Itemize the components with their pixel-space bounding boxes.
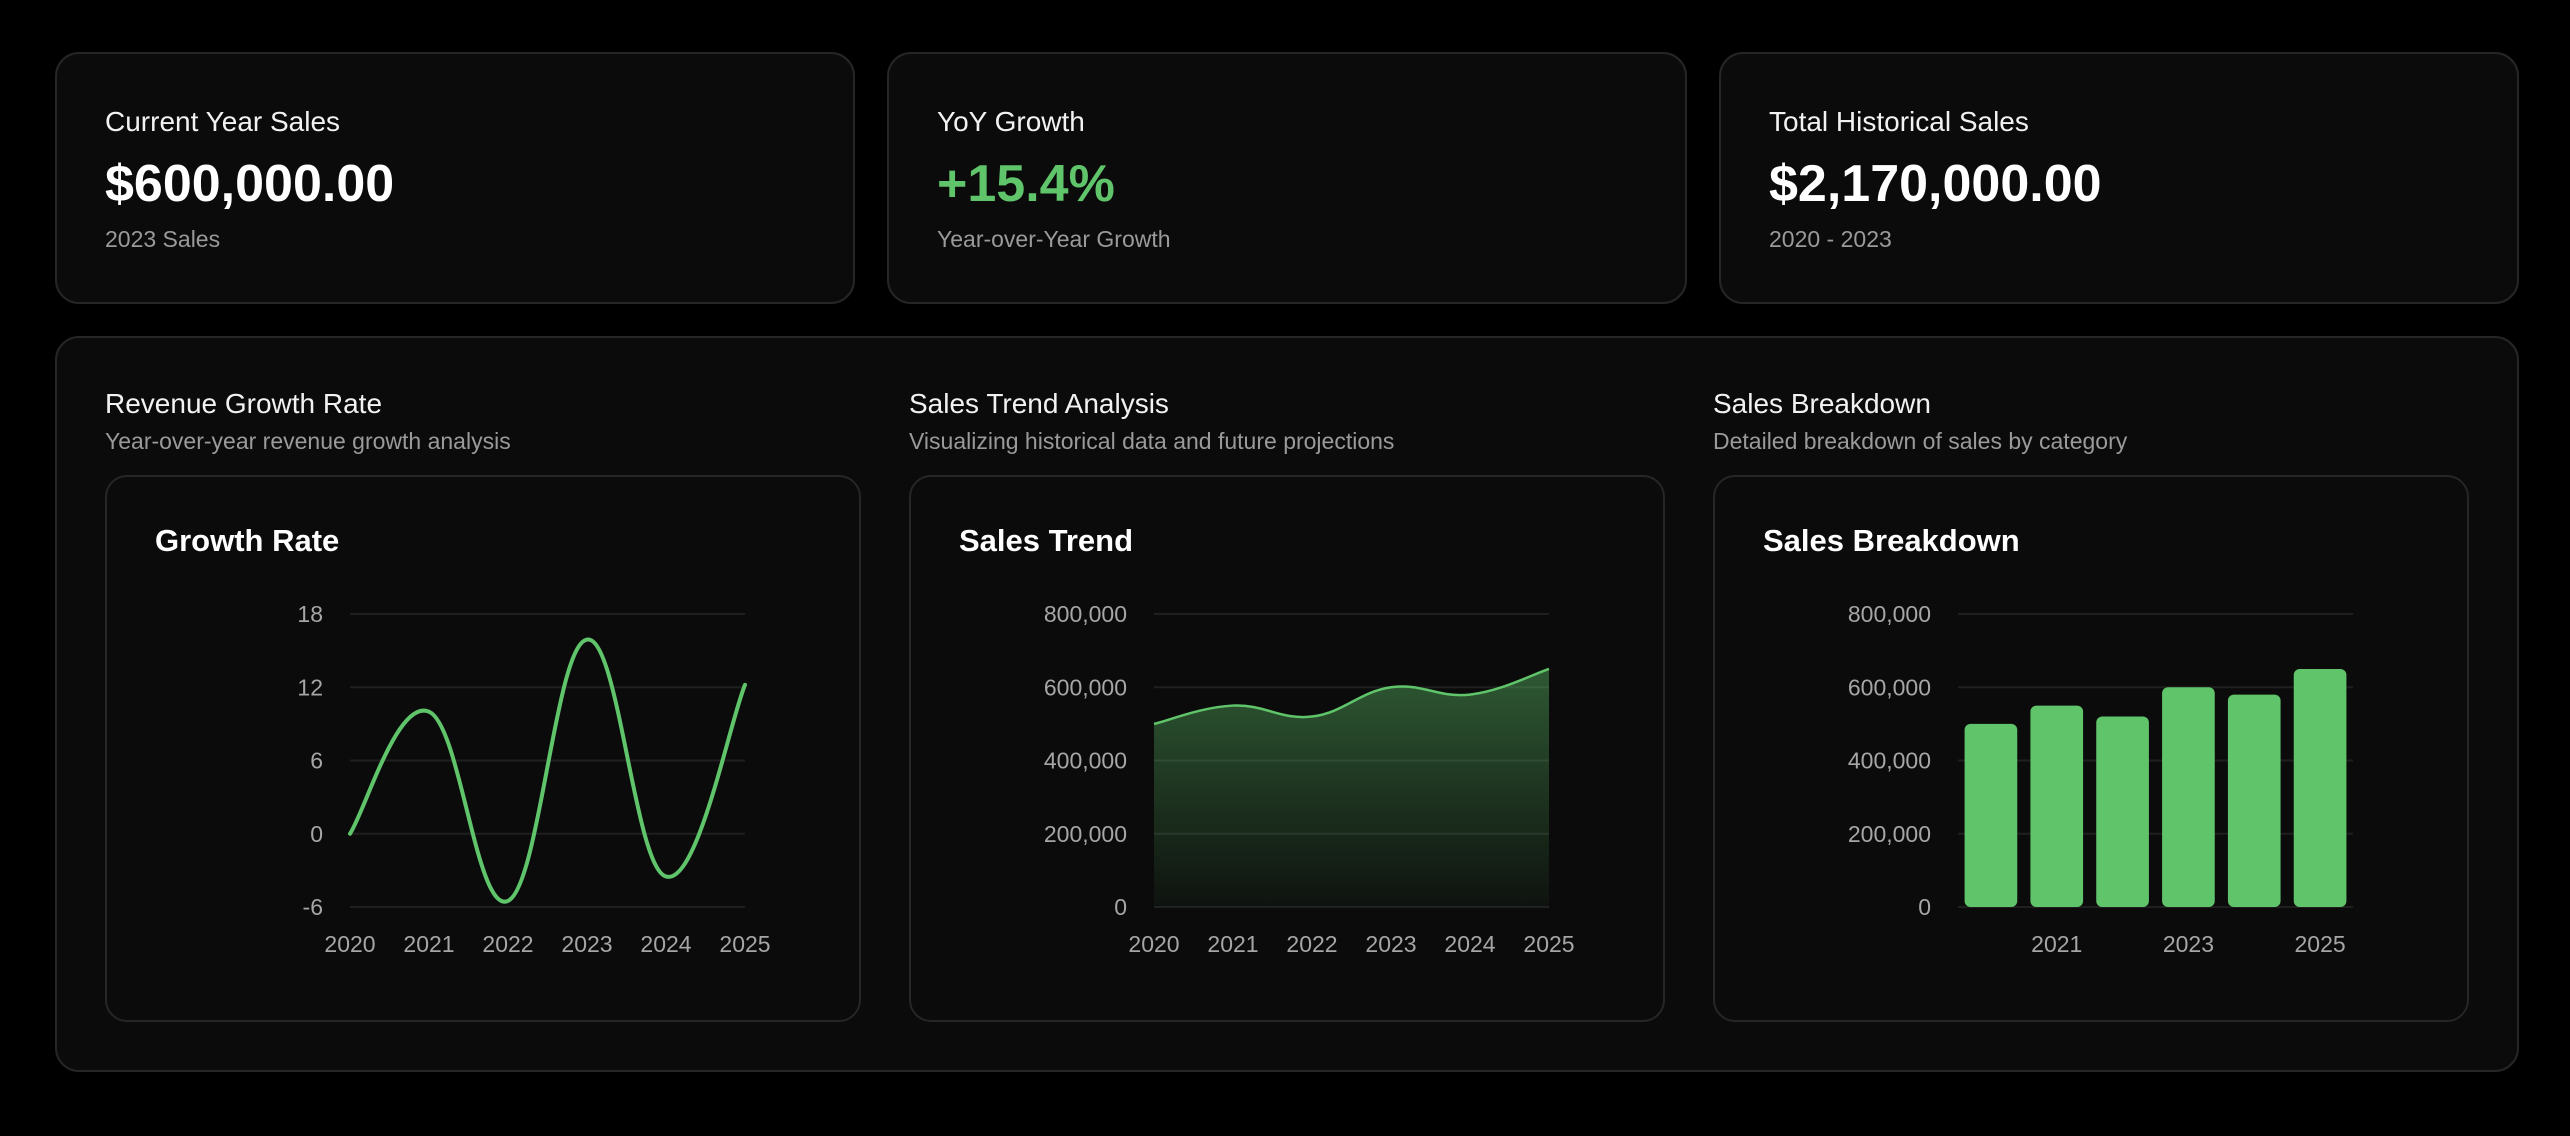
x-tick-label: 2022 <box>482 931 533 957</box>
bar-2020 <box>1964 723 2018 907</box>
x-tick-label: 2022 <box>1286 931 1337 957</box>
x-tick-label: 2020 <box>1128 931 1179 957</box>
stat-subtext: 2020 - 2023 <box>1769 226 1892 252</box>
bar-2023 <box>2162 687 2215 907</box>
y-tick-label: 6 <box>310 748 323 774</box>
section-subtitle-sales-breakdown: Detailed breakdown of sales by category <box>1713 428 2128 454</box>
section-subtitle-revenue-growth: Year-over-year revenue growth analysis <box>105 428 511 454</box>
stat-value: $600,000.00 <box>105 155 395 213</box>
x-tick-label: 2023 <box>2163 931 2214 957</box>
bar-2025 <box>2293 668 2347 907</box>
bar-2024 <box>2227 694 2281 907</box>
y-tick-label: 600,000 <box>1044 674 1127 700</box>
sales-breakdown-chart-card: Sales Breakdown 800,000 600,000 400,000 200… <box>1713 475 2469 1022</box>
sales-trend-chart-card: Sales Trend 800,000 600,000 400,000 200,000… <box>909 475 1665 1022</box>
y-tick-label: 18 <box>297 601 323 627</box>
y-tick-label: 400,000 <box>1044 748 1127 774</box>
section-title-sales-breakdown: Sales Breakdown <box>1713 388 1931 419</box>
y-tick-label: -6 <box>303 894 323 920</box>
x-tick-label: 2024 <box>1444 931 1495 957</box>
x-tick-label: 2020 <box>324 931 375 957</box>
y-tick-label: 400,000 <box>1848 748 1931 774</box>
stat-value: $2,170,000.00 <box>1769 155 2102 213</box>
x-tick-label: 2023 <box>561 931 612 957</box>
chart-title: Sales Breakdown <box>1763 523 2020 558</box>
stat-card-total-historical-sales: Total Historical Sales $2,170,000.00 202… <box>1719 52 2519 304</box>
chart-title: Sales Trend <box>959 523 1134 558</box>
y-tick-label: 200,000 <box>1848 821 1931 847</box>
stat-label: YoY Growth <box>937 106 1085 137</box>
x-tick-label: 2024 <box>640 931 691 957</box>
y-tick-label: 0 <box>1918 894 1931 920</box>
y-tick-label: 0 <box>1114 894 1127 920</box>
sales-trend-area <box>1154 668 1549 907</box>
y-tick-label: 0 <box>310 821 323 847</box>
sales-breakdown-chart: 800,000 600,000 400,000 200,000 0 2021 2023 202… <box>1848 601 2353 957</box>
stat-card-current-year-sales: Current Year Sales $600,000.00 2023 Sale… <box>55 52 855 304</box>
x-tick-label: 2021 <box>2031 931 2082 957</box>
stat-subtext: 2023 Sales <box>105 226 221 252</box>
stat-label: Current Year Sales <box>105 106 341 137</box>
sales-trend-line <box>1153 667 1550 726</box>
chart-title: Growth Rate <box>155 523 340 558</box>
bar-2021 <box>2030 705 2084 907</box>
x-tick-label: 2025 <box>719 931 770 957</box>
section-title-sales-trend: Sales Trend Analysis <box>909 388 1169 419</box>
y-tick-label: 800,000 <box>1848 601 1931 627</box>
x-tick-label: 2025 <box>1523 931 1574 957</box>
x-tick-label: 2025 <box>2294 931 2345 957</box>
bar-2022 <box>2096 716 2149 907</box>
stat-label: Total Historical Sales <box>1769 106 2029 137</box>
section-title-revenue-growth: Revenue Growth Rate <box>105 388 383 419</box>
x-tick-label: 2021 <box>403 931 454 957</box>
section-subtitle-sales-trend: Visualizing historical data and future p… <box>909 428 1395 454</box>
x-tick-label: 2021 <box>1207 931 1258 957</box>
y-tick-label: 600,000 <box>1848 674 1931 700</box>
growth-rate-chart-card: Growth Rate 18 12 6 0 -6 2020 2021 2022 2023 2024… <box>105 475 861 1022</box>
y-tick-label: 800,000 <box>1044 601 1127 627</box>
stat-card-yoy-growth: YoY Growth +15.4% Year-over-Year Growth <box>887 52 1687 304</box>
stat-value: +15.4% <box>937 155 1115 213</box>
x-tick-label: 2023 <box>1365 931 1416 957</box>
stat-subtext: Year-over-Year Growth <box>937 226 1171 252</box>
y-tick-label: 12 <box>297 674 323 700</box>
y-tick-label: 200,000 <box>1044 821 1127 847</box>
growth-rate-line <box>348 637 747 904</box>
